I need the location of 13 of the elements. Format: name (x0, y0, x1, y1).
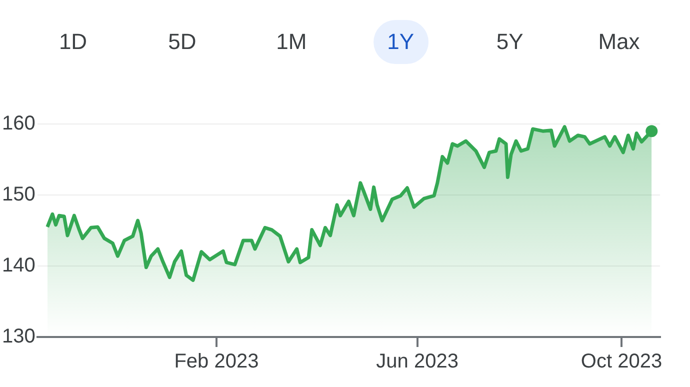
y-tick-label: 140 (2, 254, 36, 277)
text: 1M (275, 28, 308, 56)
text: 5D (167, 28, 198, 56)
text: Max (597, 28, 641, 56)
text: 5Y (495, 28, 524, 56)
y-tick-label: 130 (2, 326, 36, 348)
text: 1D (58, 28, 88, 56)
x-tick-label: Jun 2023 (376, 350, 458, 373)
x-tick-label: Feb 2023 (174, 350, 259, 373)
y-tick-label: 150 (2, 184, 36, 206)
y-tick-label: 160 (2, 112, 36, 135)
x-tick-label: Oct 2023 (580, 350, 662, 373)
text: 1Y (373, 20, 428, 64)
